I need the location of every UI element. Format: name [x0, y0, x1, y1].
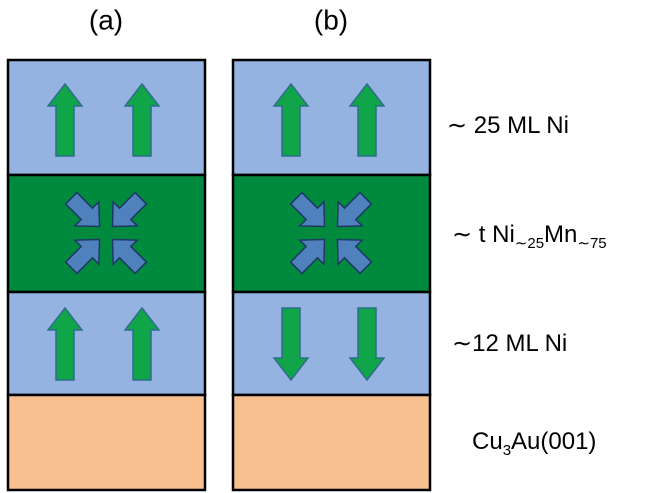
layer-nimn	[6, 173, 207, 294]
layer-substrate	[231, 393, 432, 492]
layer-ni-bottom	[6, 290, 207, 397]
layer-label: Cu3Au(001)	[472, 428, 596, 459]
label-text: Au(001)	[511, 428, 596, 455]
label-subscript: 3	[503, 442, 511, 459]
label-text: ∼ 25 ML Ni	[447, 112, 569, 139]
layer-label: ∼ 25 ML Ni	[447, 112, 569, 139]
layer-ni-top	[6, 58, 207, 177]
layer-substrate	[6, 393, 207, 492]
label-subscript: ∼25	[515, 235, 544, 252]
panel-label: (a)	[89, 4, 123, 35]
layer-ni-bottom	[231, 290, 432, 397]
stack-b	[231, 58, 432, 492]
stack-a	[6, 58, 207, 492]
label-text: Cu	[472, 428, 503, 455]
layer-label: ∼ t Ni∼25Mn∼75	[452, 221, 607, 252]
label-text: Mn	[544, 221, 577, 248]
layer-label: ∼12 ML Ni	[452, 330, 567, 357]
label-text: ∼ t Ni	[452, 221, 515, 248]
label-subscript: ∼75	[577, 235, 606, 252]
layer-ni-top	[231, 58, 432, 177]
panel-label: (b)	[314, 4, 348, 35]
label-text: ∼12 ML Ni	[452, 330, 567, 357]
layer-nimn	[231, 173, 432, 294]
